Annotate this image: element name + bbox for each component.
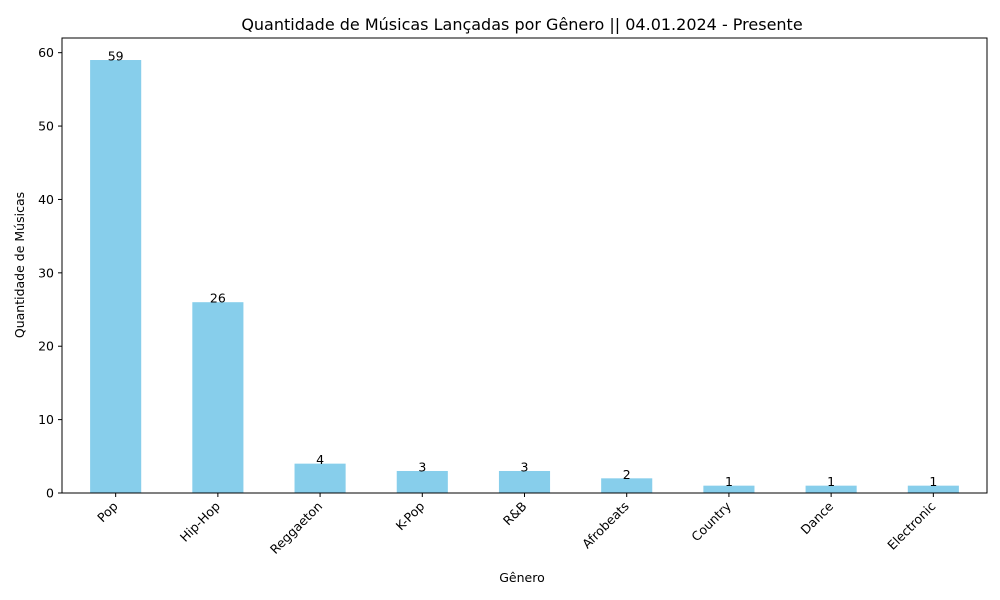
- y-axis-label: Quantidade de Músicas: [12, 192, 27, 338]
- data-label: 1: [929, 474, 937, 489]
- data-label: 2: [623, 467, 631, 482]
- bar: [90, 60, 142, 494]
- data-label: 59: [108, 49, 124, 64]
- y-tick-label: 30: [38, 265, 54, 280]
- y-tick-label: 40: [38, 192, 54, 207]
- y-tick-label: 10: [38, 412, 54, 427]
- y-tick-label: 50: [38, 119, 54, 134]
- data-labels: 59 26 4 3 3 2 1 1 1: [108, 49, 938, 490]
- plot-frame: [61, 37, 988, 494]
- bar: [498, 470, 551, 493]
- bars: [90, 60, 959, 494]
- chart-title: Quantidade de Músicas Lançadas por Gêner…: [241, 15, 802, 34]
- data-label: 1: [827, 474, 835, 489]
- bar: [907, 485, 959, 493]
- data-label: 3: [521, 459, 529, 474]
- y-axis-ticks: 0 10 20 30 40 50 60: [38, 45, 62, 501]
- bar: [294, 463, 346, 493]
- y-tick-label: 60: [38, 45, 54, 60]
- data-label: 26: [210, 291, 226, 306]
- bar: [601, 478, 653, 493]
- data-label: 1: [725, 474, 733, 489]
- y-tick-label: 20: [38, 339, 54, 354]
- bar: [192, 302, 244, 493]
- x-axis-label: Gênero: [499, 570, 545, 585]
- y-tick-label: 0: [46, 486, 54, 501]
- data-label: 4: [316, 452, 324, 467]
- data-label: 3: [418, 459, 426, 474]
- bar: [703, 485, 755, 493]
- bar: [805, 485, 857, 493]
- bar: [396, 470, 448, 493]
